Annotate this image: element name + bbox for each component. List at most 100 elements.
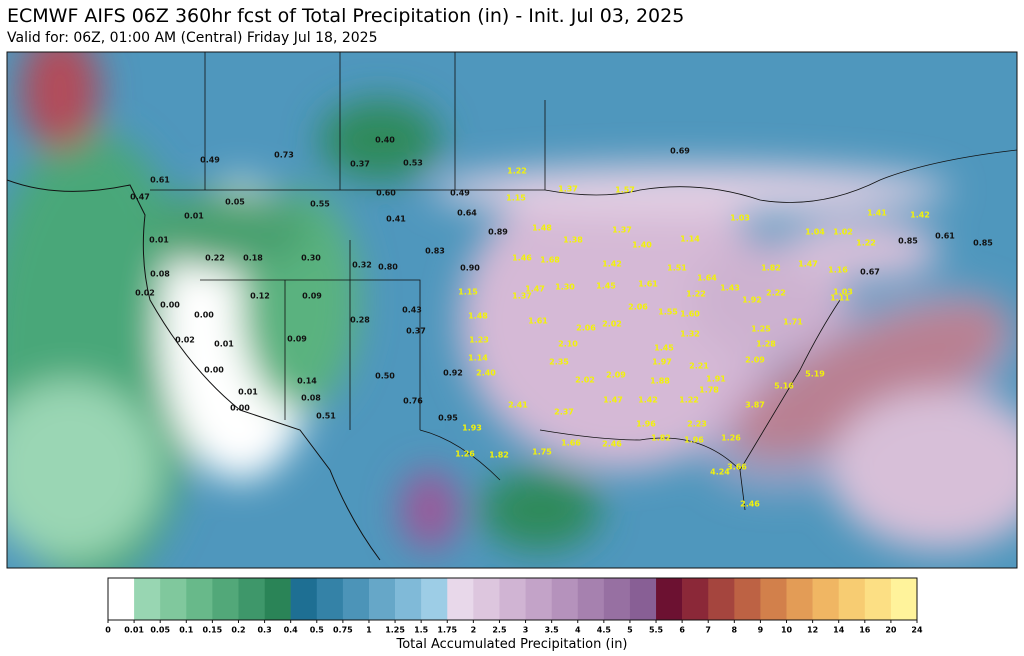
- colorbar-tick-label: 4: [575, 626, 581, 635]
- map-value-label: 0.83: [425, 247, 445, 256]
- map-value-label: 1.97: [652, 358, 672, 367]
- colorbar-tick-label: 1.25: [385, 626, 405, 635]
- map-value-label: 0.41: [386, 215, 406, 224]
- map-value-label: 0.12: [250, 292, 270, 301]
- map-value-label: 0.67: [860, 268, 880, 277]
- map-value-label: 0.37: [350, 160, 370, 169]
- map-value-label: 0.55: [310, 200, 330, 209]
- map-value-label: 2.09: [606, 371, 626, 380]
- map-value-label: 0.00: [230, 404, 250, 413]
- colorbar-bin: [342, 578, 370, 620]
- colorbar-tick-label: 5: [627, 626, 633, 635]
- map-value-label: 1.93: [462, 424, 482, 433]
- map-value-label: 1.45: [654, 344, 674, 353]
- map-value-label: 1.47: [798, 260, 818, 269]
- map-value-label: 0.47: [130, 193, 150, 202]
- map-value-label: 0.01: [184, 212, 204, 221]
- map-value-label: 0.80: [378, 263, 398, 272]
- colorbar-bin: [734, 578, 761, 620]
- map-value-label: 0.53: [403, 159, 423, 168]
- map-value-label: 1.66: [561, 439, 581, 448]
- map-value-label: 0.32: [352, 261, 372, 270]
- map-value-label: 1.37: [612, 226, 632, 235]
- colorbar-bin: [838, 578, 866, 620]
- map-value-label: 0.85: [973, 239, 993, 248]
- colorbar-bin: [421, 578, 448, 620]
- colorbar-tick-label: 16: [859, 626, 871, 635]
- map-value-label: 1.04: [805, 228, 825, 237]
- map-value-label: 0.43: [402, 306, 422, 315]
- map-value-label: 0.61: [150, 176, 170, 185]
- colorbar-bin: [134, 578, 161, 620]
- colorbar-bin: [890, 578, 918, 620]
- map-value-label: 1.64: [697, 274, 717, 283]
- map-value-label: 0.90: [460, 264, 480, 273]
- map-value-label: 0.05: [225, 198, 245, 207]
- colorbar-bin: [316, 578, 344, 620]
- map-value-label: 0.49: [200, 156, 220, 165]
- colorbar-bin: [160, 578, 187, 620]
- map-value-label: 2.46: [602, 440, 622, 449]
- map-value-label: 1.22: [507, 167, 527, 176]
- colorbar-bin: [525, 578, 552, 620]
- colorbar-tick-label: 0.2: [231, 626, 245, 635]
- map-value-label: 1.32: [680, 330, 700, 339]
- map-value-label: 1.23: [469, 336, 489, 345]
- colorbar-tick-label: 10: [781, 626, 793, 635]
- map: [7, 52, 1017, 568]
- map-value-label: 2.37: [554, 408, 574, 417]
- map-value-label: 1.02: [833, 228, 853, 237]
- map-value-label: 0.89: [488, 228, 508, 237]
- map-value-label: 0.73: [274, 151, 294, 160]
- colorbar-tick-label: 0.75: [333, 626, 353, 635]
- colorbar-label: Total Accumulated Precipitation (in): [395, 637, 627, 652]
- colorbar-tick-label: 20: [885, 626, 897, 635]
- colorbar-tick-label: 4.5: [597, 626, 612, 635]
- map-value-label: 1.96: [684, 436, 704, 445]
- map-value-label: 0.09: [302, 292, 322, 301]
- map-value-label: 0.61: [935, 232, 955, 241]
- colorbar-tick-label: 0.1: [179, 626, 194, 635]
- colorbar-tick-label: 12: [807, 626, 818, 635]
- map-value-label: 1.15: [506, 194, 526, 203]
- colorbar-bin: [760, 578, 787, 620]
- colorbar-bin: [786, 578, 813, 620]
- map-value-label: 0.49: [450, 189, 470, 198]
- map-value-label: 1.25: [751, 325, 771, 334]
- map-value-label: 1.48: [468, 312, 488, 321]
- map-value-label: 1.78: [699, 386, 719, 395]
- map-value-label: 1.75: [532, 448, 552, 457]
- colorbar-bin: [368, 578, 396, 620]
- map-value-label: 1.61: [528, 317, 548, 326]
- map-value-label: 1.82: [761, 264, 781, 273]
- map-value-label: 0.22: [205, 254, 225, 263]
- map-value-label: 0.92: [443, 369, 463, 378]
- map-value-label: 1.41: [867, 209, 887, 218]
- map-value-label: 0.01: [238, 388, 258, 397]
- map-value-label: 1.03: [833, 288, 853, 297]
- map-value-label: 1.47: [603, 396, 623, 405]
- map-value-label: 0.18: [243, 254, 263, 263]
- map-value-label: 2.09: [745, 356, 765, 365]
- colorbar-tick-label: 1.5: [414, 626, 429, 635]
- map-value-label: 2.22: [766, 289, 786, 298]
- map-value-label: 1.42: [602, 260, 622, 269]
- map-value-label: 1.16: [828, 266, 848, 275]
- map-value-label: 1.22: [856, 239, 876, 248]
- colorbar-bin: [603, 578, 631, 620]
- colorbar-bin: [656, 578, 683, 620]
- colorbar-frame: [107, 577, 918, 621]
- map-value-label: 2.41: [508, 401, 528, 410]
- colorbar-bin: [864, 578, 892, 620]
- colorbar-tick-label: 0.5: [310, 626, 325, 635]
- map-value-label: 0.14: [297, 377, 317, 386]
- map-value-label: 0.69: [670, 147, 690, 156]
- map-value-label: 2.21: [689, 362, 709, 371]
- map-value-label: 1.38: [563, 236, 583, 245]
- map-value-label: 1.60: [680, 310, 700, 319]
- colorbar-tick-label: 2: [471, 626, 477, 635]
- colorbar-tick-label: 0.15: [203, 626, 223, 635]
- colorbar-tick-label: 2.5: [492, 626, 507, 635]
- map-value-label: 0.01: [149, 236, 169, 245]
- map-value-label: 0.08: [150, 270, 170, 279]
